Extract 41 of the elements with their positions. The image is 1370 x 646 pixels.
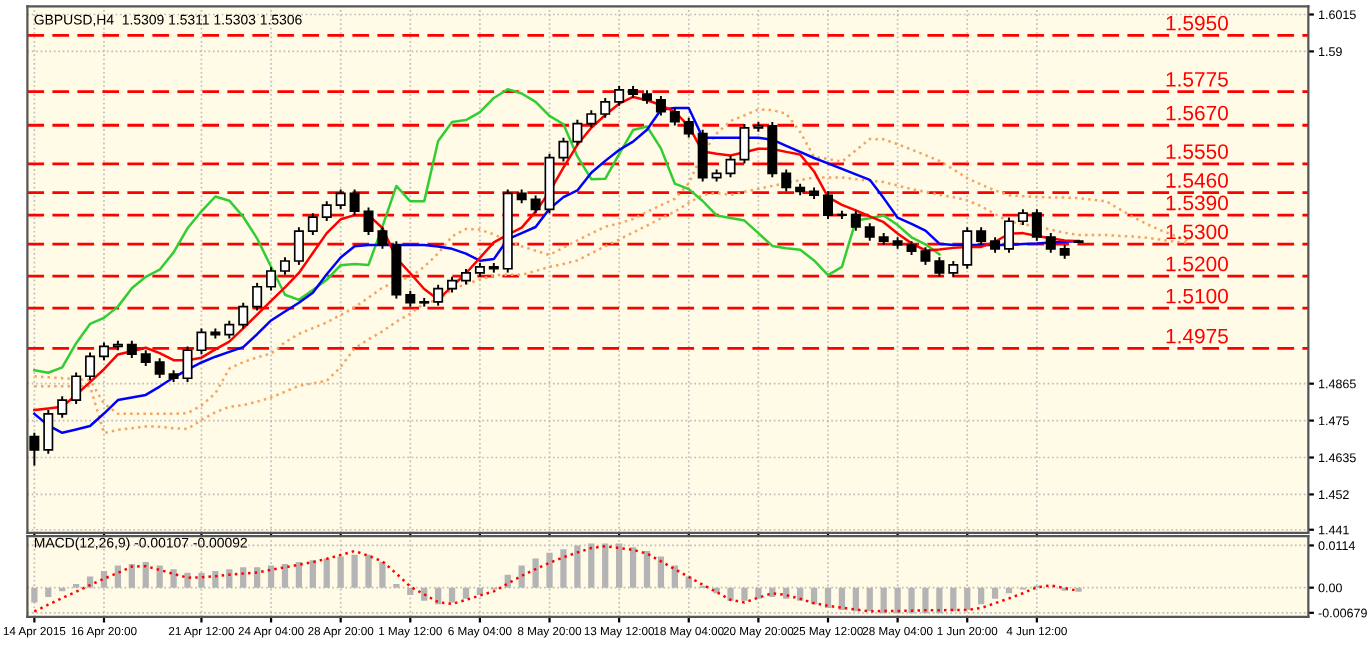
- candlestick: [850, 209, 861, 232]
- candlestick: [321, 200, 332, 222]
- candlestick: [600, 96, 611, 119]
- line-series: [33, 88, 941, 375]
- candlestick: [655, 95, 666, 117]
- candlestick: [238, 301, 249, 330]
- candlestick: [293, 226, 304, 266]
- candlestick: [57, 395, 68, 419]
- ref-line-label: 1.5100: [1166, 288, 1228, 304]
- candlestick: [683, 116, 694, 139]
- candlestick: [572, 118, 583, 147]
- candlestick: [252, 281, 263, 312]
- candlestick: [85, 351, 96, 382]
- candlestick: [1031, 208, 1042, 242]
- candlestick: [71, 371, 82, 405]
- candlestick: [433, 283, 444, 307]
- ref-line-label: 1.4975: [1166, 328, 1228, 344]
- ref-line-label: 1.5300: [1166, 224, 1228, 240]
- ref-line-label: 1.5390: [1166, 195, 1228, 211]
- candlestick: [614, 85, 625, 107]
- candlestick: [962, 226, 973, 270]
- candlestick: [822, 190, 834, 220]
- candlestick: [1045, 232, 1056, 254]
- candlestick: [349, 188, 360, 217]
- candlestick: [29, 431, 40, 467]
- candlestick: [43, 409, 54, 455]
- candlestick: [307, 212, 318, 236]
- candlestick: [781, 168, 792, 193]
- ref-line-label: 1.5670: [1166, 105, 1228, 121]
- ref-line-label: 1.5460: [1166, 173, 1228, 188]
- candlestick: [1003, 216, 1015, 254]
- ref-line-label: 1.5200: [1166, 256, 1228, 272]
- ref-line-label: 1.5775: [1166, 72, 1228, 87]
- candlestick: [697, 128, 708, 183]
- candlestick: [335, 188, 346, 210]
- candlestick: [934, 256, 945, 278]
- candlestick: [266, 266, 277, 292]
- candlestick: [154, 357, 165, 379]
- ref-line-label: 1.5550: [1166, 144, 1228, 159]
- ref-line-label: 1.5950: [1166, 15, 1228, 31]
- candlestick: [767, 121, 778, 179]
